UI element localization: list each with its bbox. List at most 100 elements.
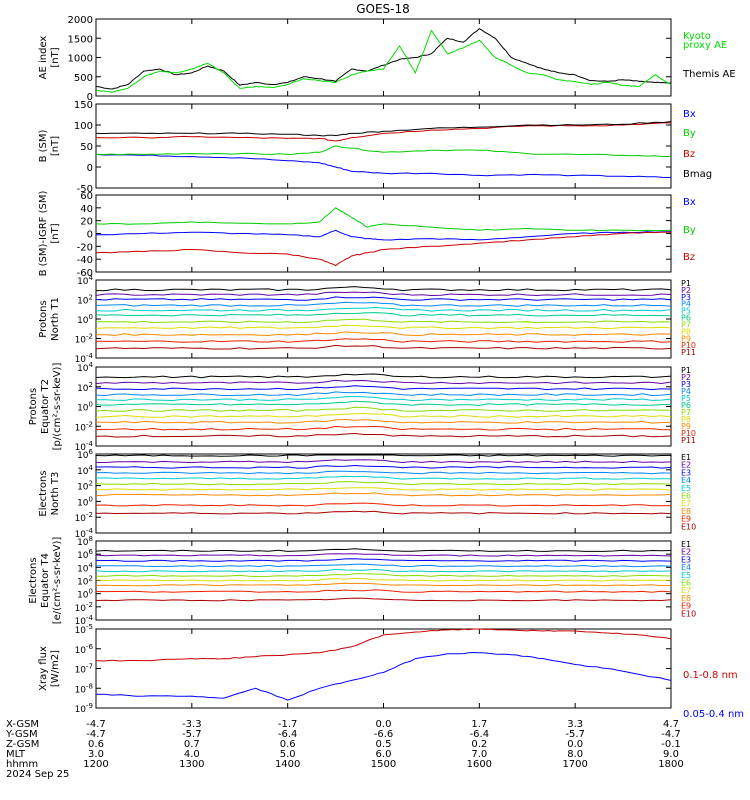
- channel-line-e1: [95, 454, 672, 457]
- channel-line-p3: [95, 296, 672, 301]
- x-row-value: 4.0: [184, 749, 200, 760]
- legend-entry: P3: [681, 293, 691, 302]
- legend-entry: P4: [681, 387, 691, 396]
- channel-line-e5: [95, 568, 672, 573]
- legend-entry: P3: [681, 380, 691, 389]
- legend-entry: P9: [681, 334, 691, 343]
- x-row-value: 8.0: [567, 749, 583, 760]
- x-row-value: -4.7: [661, 729, 681, 740]
- x-row-value: 1.7: [471, 719, 487, 730]
- channel-line-e1: [95, 548, 672, 552]
- y-axis-label: [nT]: [50, 136, 61, 156]
- y-tick-label: 50: [80, 142, 93, 153]
- series-line-by: [95, 145, 671, 157]
- legend-entry: E5: [681, 484, 691, 493]
- x-row-label: Y-GSM: [5, 729, 38, 740]
- y-tick-label: 10-6: [75, 643, 94, 656]
- y-tick-label: 10-4: [75, 352, 94, 365]
- series-line-themis-ae: [95, 27, 672, 90]
- y-tick-label: 10-7: [75, 663, 93, 676]
- x-row-value: 1300: [179, 759, 204, 770]
- y-tick-label: 104: [77, 274, 93, 287]
- y-tick-label: 100: [77, 588, 93, 601]
- y-tick-label: 10-2: [75, 601, 93, 614]
- legend-entry: P1: [681, 279, 691, 288]
- y-tick-label: 104: [77, 561, 93, 574]
- legend-entry: Kyoto: [683, 31, 711, 42]
- legend-entry: P11: [681, 436, 696, 445]
- legend-entry: E6: [681, 579, 691, 588]
- series-line-0-05-0-4-nm: [95, 651, 672, 701]
- y-tick-label: 104: [77, 464, 93, 477]
- x-row-value: 7.0: [471, 749, 487, 760]
- channel-line-p5: [95, 395, 672, 402]
- legend-entry: P9: [681, 422, 691, 431]
- y-tick-label: 100: [77, 495, 93, 508]
- panel-bsm: 150 100 50 0 -50 B (SM) [nT] Bx By Bz Bmag: [38, 100, 712, 195]
- legend-entry: 0.1-0.8 nm: [683, 670, 738, 681]
- x-row-label: X-GSM: [6, 719, 39, 730]
- x-row-label: Z-GSM: [6, 739, 39, 750]
- channel-line-p8: [95, 324, 672, 330]
- x-row-value: 0.0: [567, 739, 583, 750]
- y-tick-label: 10-9: [75, 702, 93, 715]
- series-line-kyoto-proxy-ae: [95, 29, 672, 93]
- x-axis-table: X-GSM -4.7 -3.3 -1.7 0.0 1.7 3.3 4.7 Y-GSM -4.7 -5…: [5, 719, 684, 780]
- x-row-value: 3.0: [88, 749, 104, 760]
- channel-line-p4: [95, 301, 672, 307]
- legend-entry: By: [683, 128, 696, 139]
- legend-entry: E2: [681, 548, 691, 557]
- panel-frame: [95, 453, 672, 534]
- channel-line-e3: [95, 558, 672, 562]
- y-axis-label: [nT]: [50, 47, 61, 67]
- y-tick-label: -40: [77, 255, 93, 266]
- y-tick-label: 150: [74, 100, 93, 111]
- y-axis-label: Xray flux: [38, 646, 49, 691]
- channel-line-p6: [95, 400, 672, 406]
- x-row-value: 5.0: [280, 749, 296, 760]
- channel-line-p9: [95, 331, 672, 337]
- panel-xray: 10-5 10-6 10-7 10-8 10-9 Xray flux [W/m2] 0.1-0…: [38, 623, 744, 720]
- series-line-by: [95, 207, 672, 232]
- x-row-value: -4.7: [86, 729, 106, 740]
- x-row-value: -3.3: [182, 719, 202, 730]
- legend-entry: P6: [681, 401, 691, 410]
- x-row-value: -5.7: [182, 729, 202, 740]
- y-tick-label: 102: [77, 575, 93, 588]
- y-tick-label: 1000: [68, 54, 93, 65]
- legend-entry: Bmag: [683, 169, 712, 180]
- x-row-value: 0.6: [88, 739, 104, 750]
- y-tick-label: 104: [77, 361, 93, 374]
- channel-line-p1: [95, 373, 672, 379]
- channel-line-p4: [95, 391, 672, 397]
- channel-line-e10: [95, 597, 672, 602]
- y-axis-label: Equator T2: [40, 379, 51, 434]
- series-line-bx: [95, 229, 672, 241]
- y-axis-label: North T1: [50, 297, 61, 341]
- legend-entry: E6: [681, 492, 691, 501]
- legend-entry: E10: [681, 609, 696, 618]
- channel-line-e7: [95, 487, 672, 491]
- y-tick-label: 10-4: [75, 527, 94, 540]
- channel-line-e8: [95, 492, 672, 497]
- y-tick-label: 108: [77, 535, 93, 548]
- x-row-value: -0.1: [661, 739, 681, 750]
- channel-line-p9: [95, 418, 672, 424]
- legend-entry: proxy AE: [683, 40, 727, 51]
- x-row-value: 3.3: [567, 719, 583, 730]
- y-axis-label: B (SM)-IGRF (SM): [38, 191, 49, 277]
- series-line-0-1-0-8-nm: [95, 628, 672, 662]
- series-line-bx: [95, 153, 672, 178]
- x-row-value: 0.5: [376, 739, 392, 750]
- channel-line-e5: [95, 475, 672, 480]
- y-tick-label: 102: [77, 294, 93, 307]
- series-line-bz: [95, 122, 671, 142]
- y-tick-label: 102: [77, 381, 93, 394]
- channel-line-p11: [95, 432, 672, 438]
- y-tick-label: 100: [77, 401, 93, 414]
- legend-entry: By: [683, 225, 696, 236]
- y-tick-label: 60: [80, 191, 93, 202]
- x-row-value: -6.4: [470, 729, 490, 740]
- x-row-value: 1200: [83, 759, 108, 770]
- legend-entry: E4: [681, 476, 691, 485]
